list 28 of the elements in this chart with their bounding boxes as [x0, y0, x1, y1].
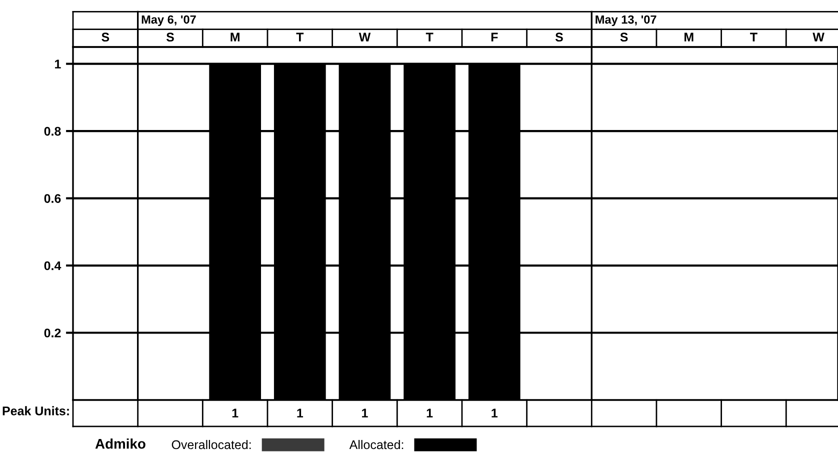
x-tick-label: T: [426, 32, 434, 42]
x-tick-label: T: [296, 32, 304, 42]
y-tick-label: 1: [55, 60, 61, 68]
x-tick-label: M: [684, 32, 694, 42]
x-tick-label: F: [491, 32, 498, 42]
y-tick-label: 0.6: [44, 194, 61, 203]
x-tick-label: W: [812, 32, 824, 42]
x-tick-label: S: [555, 32, 563, 42]
x-tick-label: M: [230, 32, 240, 42]
y-tick-label: 0.4: [44, 261, 62, 270]
x-tick-label: W: [358, 32, 371, 42]
data-label: 1: [362, 408, 368, 418]
x-tick-label: S: [620, 32, 628, 42]
x-tick-label: S: [102, 32, 110, 42]
data-label: 1: [492, 408, 498, 418]
legend-label: Overallocated:: [172, 440, 251, 450]
data-label: 1: [232, 408, 238, 418]
y-tick-label: 0.2: [44, 328, 61, 338]
text: May 6, '07: [142, 15, 196, 26]
data-label: 1: [297, 408, 304, 418]
x-tick-label: S: [166, 32, 174, 42]
x-tick-label: T: [750, 32, 758, 42]
data-label: 1: [426, 408, 433, 418]
text: Peak Units:: [2, 406, 69, 416]
legend-label: Allocated:: [349, 440, 404, 450]
text: May 13, '07: [596, 15, 656, 26]
text: Admiko: [95, 438, 146, 449]
y-tick-label: 0.8: [44, 126, 61, 136]
